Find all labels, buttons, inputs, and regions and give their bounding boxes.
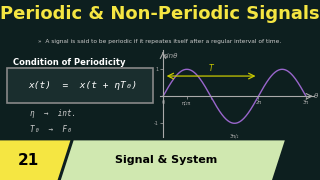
Polygon shape	[61, 140, 285, 180]
Bar	[7, 68, 153, 103]
Text: 21: 21	[18, 153, 39, 168]
Text: 3π/₂: 3π/₂	[230, 134, 239, 139]
Text: θ: θ	[314, 93, 318, 99]
Text: Periodic & Non-Periodic Signals: Periodic & Non-Periodic Signals	[0, 5, 320, 23]
Text: Condition of Periodicity: Condition of Periodicity	[13, 58, 126, 67]
Text: T: T	[208, 64, 213, 73]
Text: sinθ: sinθ	[164, 53, 179, 58]
Polygon shape	[0, 140, 70, 180]
Text: η  →  int.: η → int.	[30, 109, 76, 118]
Text: T₀  →  F₀: T₀ → F₀	[30, 125, 72, 134]
Text: x(t)  =  x(t + ηT₀): x(t) = x(t + ηT₀)	[28, 81, 138, 90]
Text: Signal & System: Signal & System	[115, 155, 218, 165]
Text: »  A signal is said to be periodic if it repeates itself after a regular interva: » A signal is said to be periodic if it …	[38, 39, 282, 44]
